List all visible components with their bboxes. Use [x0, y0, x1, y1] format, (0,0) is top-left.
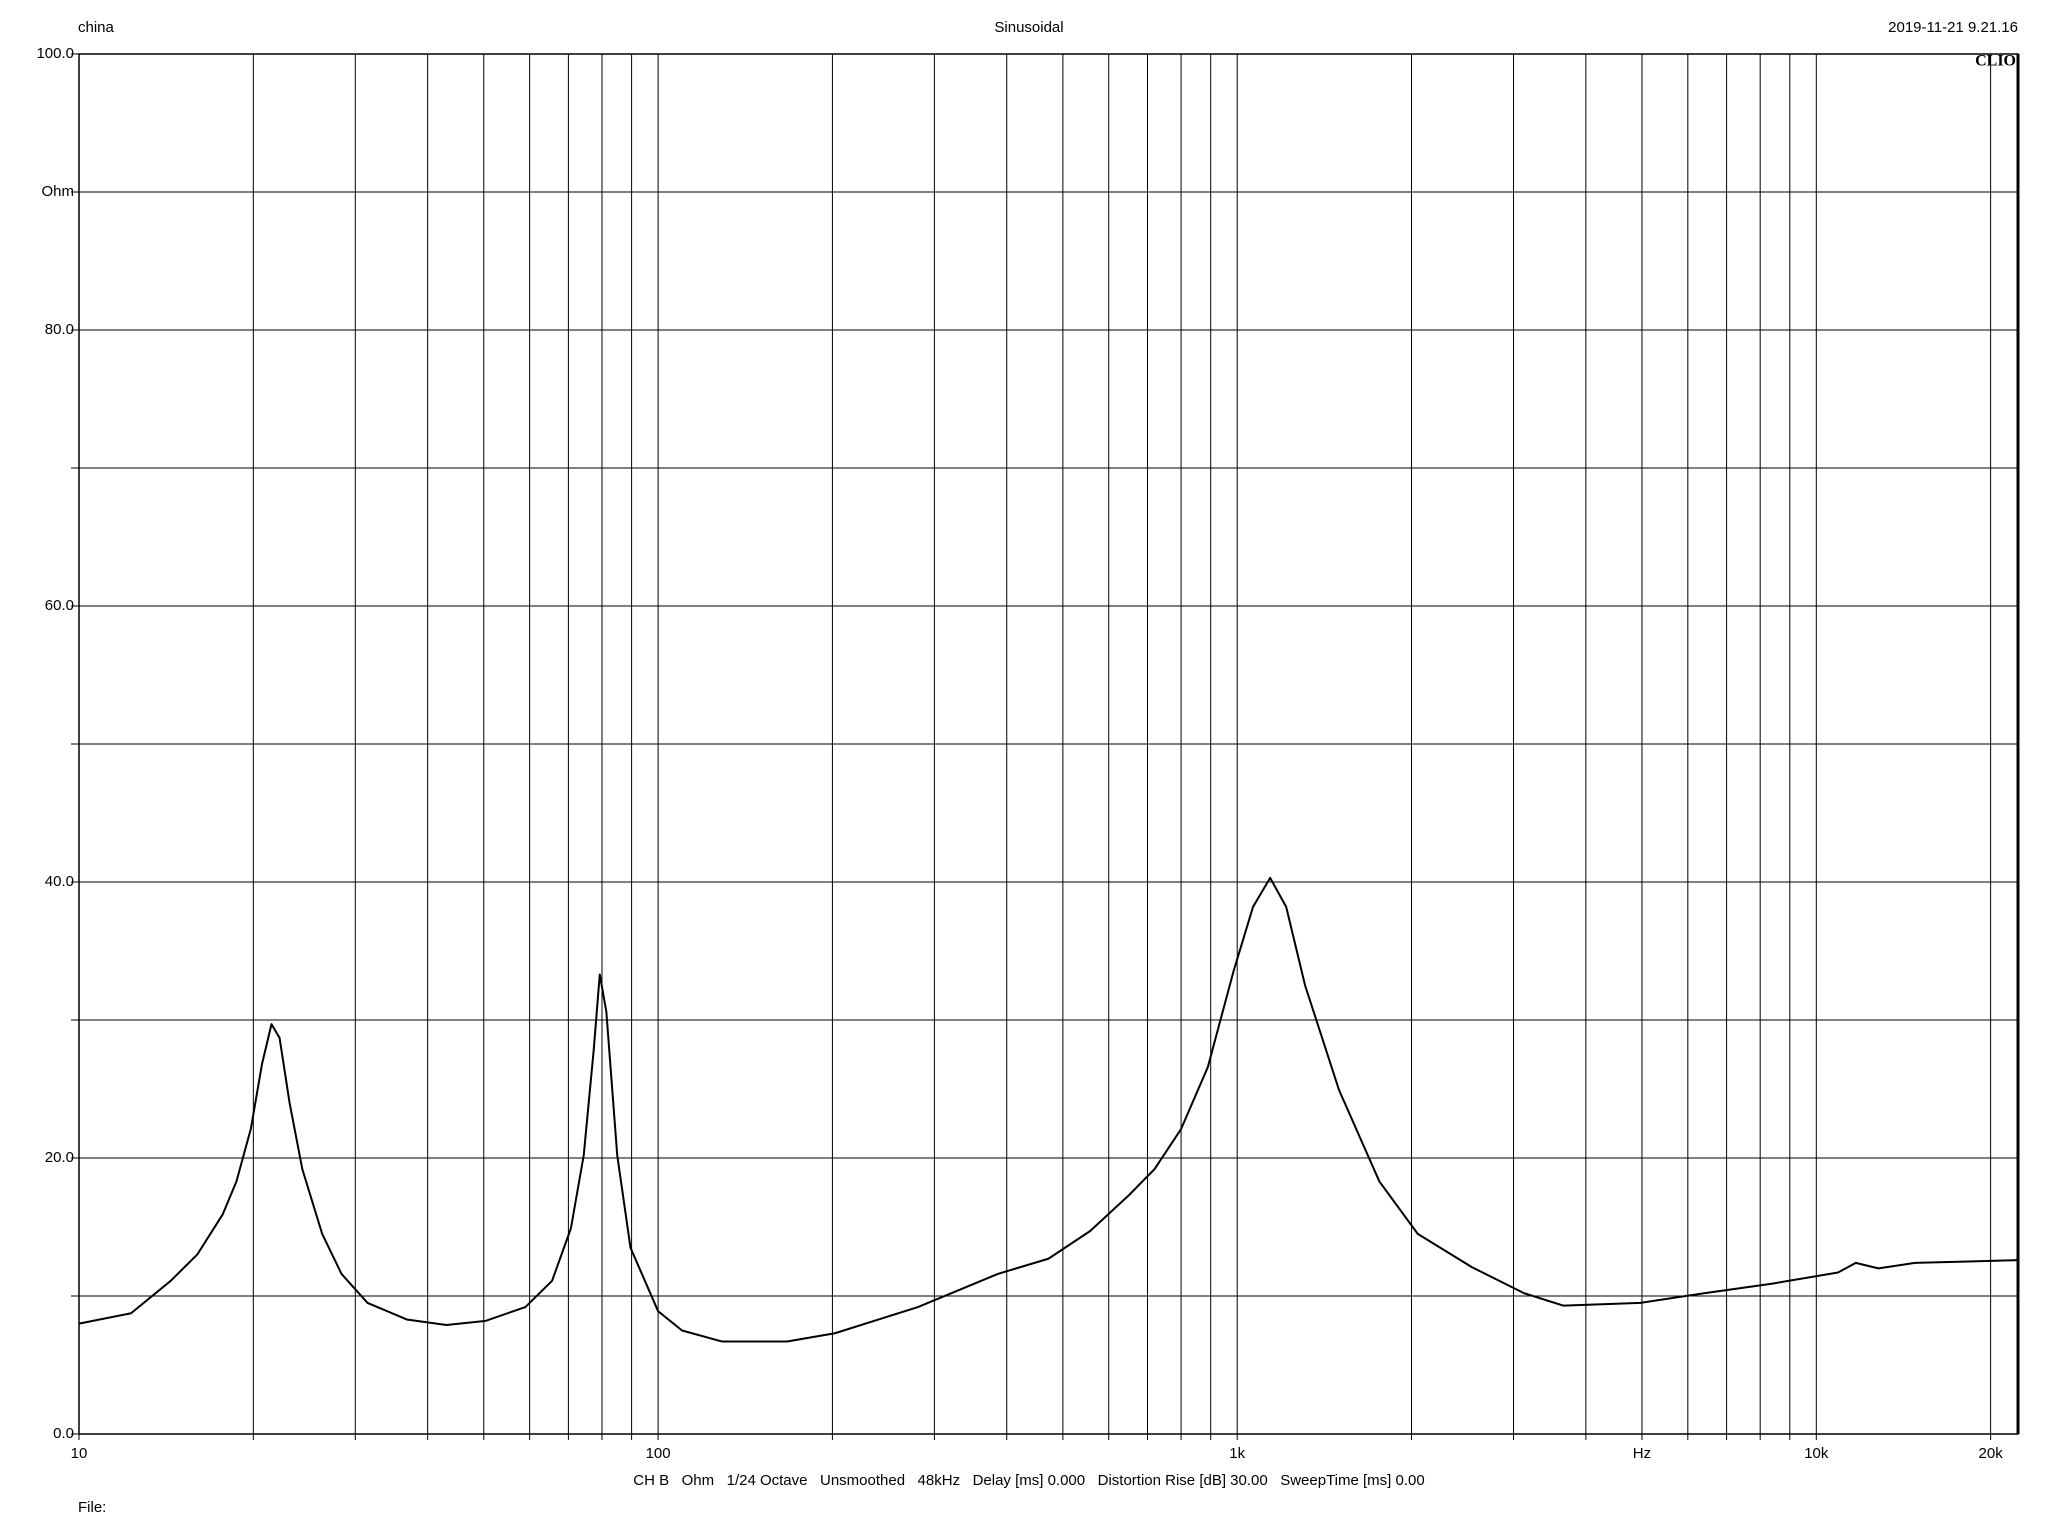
brand: CLIO: [1975, 53, 2016, 70]
file-label: File:: [78, 1499, 106, 1516]
y-tick-label: 100.0: [36, 45, 74, 62]
x-tick-label: Hz: [1633, 1445, 1651, 1462]
x-tick-label: 100: [646, 1445, 671, 1462]
impedance-curve: [78, 876, 2019, 1343]
x-tick-label: 10: [71, 1445, 88, 1462]
y-tick-label: 80.0: [45, 321, 74, 338]
y-tick-label: Ohm: [41, 183, 74, 200]
x-tick-label: 1k: [1229, 1445, 1245, 1462]
x-tick-label: 20k: [1979, 1445, 2004, 1462]
header-left: china: [78, 19, 115, 36]
y-tick-label: 0.0: [53, 1425, 74, 1442]
y-tick-label: 60.0: [45, 597, 74, 614]
y-tick-label: 40.0: [45, 873, 74, 890]
header-right: 2019-11-21 9.21.16: [1888, 19, 2018, 36]
y-tick-label: 20.0: [45, 1149, 74, 1166]
x-tick-label: 10k: [1804, 1445, 1829, 1462]
footer: CH B Ohm 1/24 Octave Unsmoothed 48kHz De…: [633, 1472, 1424, 1489]
chart-title: Sinusoidal: [994, 19, 1063, 36]
